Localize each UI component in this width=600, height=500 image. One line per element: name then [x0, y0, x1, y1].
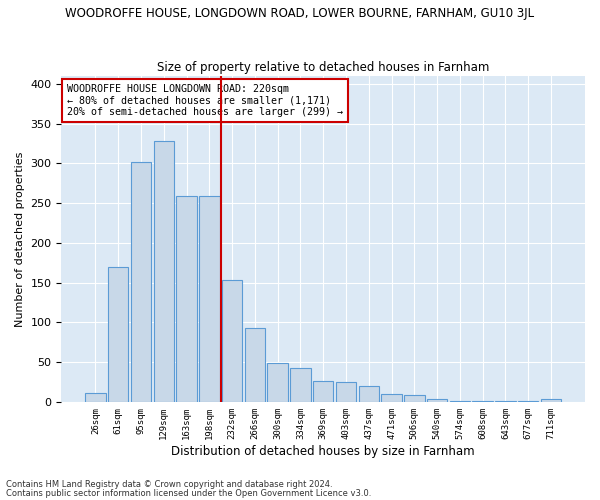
Bar: [131, 162, 151, 402]
Bar: [290, 368, 311, 402]
Title: Size of property relative to detached houses in Farnham: Size of property relative to detached ho…: [157, 60, 490, 74]
Bar: [541, 400, 561, 402]
Bar: [176, 196, 197, 402]
Bar: [199, 196, 220, 402]
Bar: [404, 394, 425, 402]
Bar: [268, 363, 288, 402]
Bar: [313, 381, 334, 402]
Bar: [449, 401, 470, 402]
Bar: [381, 394, 402, 402]
Text: Contains public sector information licensed under the Open Government Licence v3: Contains public sector information licen…: [6, 488, 371, 498]
Bar: [108, 267, 128, 402]
Bar: [518, 401, 538, 402]
Y-axis label: Number of detached properties: Number of detached properties: [15, 152, 25, 326]
Bar: [472, 401, 493, 402]
Bar: [245, 328, 265, 402]
Bar: [427, 398, 448, 402]
Text: Contains HM Land Registry data © Crown copyright and database right 2024.: Contains HM Land Registry data © Crown c…: [6, 480, 332, 489]
X-axis label: Distribution of detached houses by size in Farnham: Distribution of detached houses by size …: [172, 444, 475, 458]
Text: WOODROFFE HOUSE, LONGDOWN ROAD, LOWER BOURNE, FARNHAM, GU10 3JL: WOODROFFE HOUSE, LONGDOWN ROAD, LOWER BO…: [65, 8, 535, 20]
Bar: [359, 386, 379, 402]
Bar: [222, 280, 242, 402]
Text: WOODROFFE HOUSE LONGDOWN ROAD: 220sqm
← 80% of detached houses are smaller (1,17: WOODROFFE HOUSE LONGDOWN ROAD: 220sqm ← …: [67, 84, 343, 117]
Bar: [85, 393, 106, 402]
Bar: [495, 401, 515, 402]
Bar: [336, 382, 356, 402]
Bar: [154, 141, 174, 402]
